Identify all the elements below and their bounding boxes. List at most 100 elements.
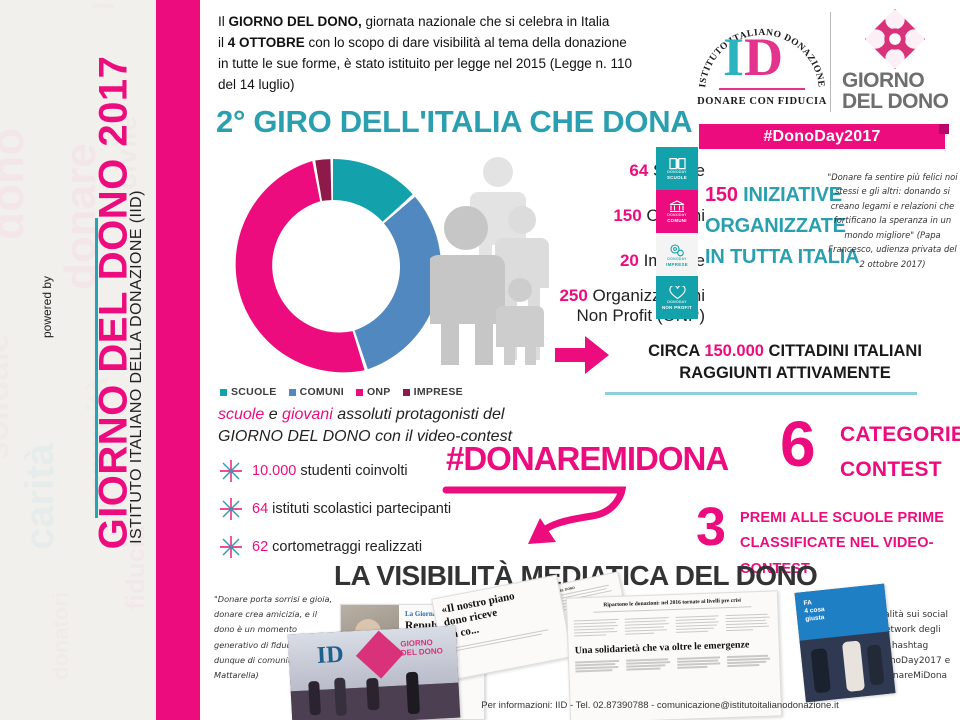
legend-item-comuni: COMUNI xyxy=(288,386,344,398)
hashtag-donaremidona: #DONAREMIDONA xyxy=(446,440,729,477)
contest-six-l1: CATEGORIE xyxy=(840,423,960,446)
intro-paragraph: Il GIORNO DEL DONO, giornata nazionale c… xyxy=(218,12,688,96)
stat-num-imprese: 20 xyxy=(619,250,639,270)
stat-num-onp: 250 xyxy=(559,285,588,305)
quote-mattarella: "Donare porta sorrisi e gioia, donare cr… xyxy=(214,594,333,680)
asterisk-star-icon xyxy=(220,460,242,482)
bullet-item-cortometraggi: 62 cortometraggi realizzati xyxy=(218,528,508,566)
legend-label-imprese: IMPRESE xyxy=(413,386,463,398)
content-area: Il GIORNO DEL DONO, giornata nazionale c… xyxy=(200,0,960,720)
intro-l4: del 14 luglio) xyxy=(218,76,295,92)
circa-underline xyxy=(605,392,917,395)
iid-logo: ISTITUTO ITALIANO DONAZIONE ID DONARE CO… xyxy=(697,8,827,120)
circa-block: CIRCA 150.000 CITTADINI ITALIANI RAGGIUN… xyxy=(620,340,950,385)
bullet-label-cortometraggi: cortometraggi realizzati xyxy=(268,539,423,555)
stat-num-scuole: 64 xyxy=(629,160,649,180)
iid-arc-text-svg: ISTITUTO ITALIANO DONAZIONE xyxy=(698,28,825,88)
asterisk-star-icon xyxy=(220,498,242,520)
monogram-i: I xyxy=(723,27,745,87)
badge-sup-scuole: DONODAY xyxy=(667,170,687,174)
badge-imprese: DONODAY IMPRESE xyxy=(656,233,698,276)
legend-label-scuole: SCUOLE xyxy=(231,386,277,398)
donut-chart xyxy=(218,152,448,382)
viral-social-text: Viralità sui social network degli hashta… xyxy=(869,610,951,682)
contest-three-number: 3 xyxy=(696,497,727,557)
intro-l2c: con lo scopo di dare visibilità al tema … xyxy=(304,34,627,50)
intro-l2b: 4 OTTOBRE xyxy=(227,34,305,50)
badge-label-imprese: IMPRESE xyxy=(666,261,688,267)
bullet-list: 10.000 studenti coinvolti 64 istituti sc… xyxy=(218,452,508,566)
badge-sup-imprese: DONODAY xyxy=(667,256,687,261)
intro-l1a: Il xyxy=(218,14,229,29)
circa-pre: CIRCA xyxy=(648,342,705,360)
asterisk-star-icon xyxy=(220,536,242,558)
legend-item-onp: ONP xyxy=(355,386,391,398)
gears-icon xyxy=(670,243,684,256)
lead-w4: assoluti protagonisti del xyxy=(332,406,505,423)
legend-item-scuole: SCUOLE xyxy=(220,386,277,398)
iid-monogram: ID xyxy=(723,30,783,84)
curved-arrow-icon xyxy=(442,486,627,544)
sidebar-organization: ISTITUTO ITALIANO DELLA DONAZIONE (IID) xyxy=(128,190,145,544)
left-sidebar: comunità ufficiale legge dono donare civ… xyxy=(0,0,200,720)
chart-legend: SCUOLE COMUNI ONP IMPRESE xyxy=(220,386,463,398)
sidebar-divider xyxy=(95,218,98,518)
lead-w3: giovani xyxy=(282,406,333,423)
footer-contact: Per informazioni: IID - Tel. 02.87390788… xyxy=(481,700,839,711)
bullet-num-istituti: 64 xyxy=(252,501,269,517)
section-headline: 2° GIRO DELL'ITALIA CHE DONA xyxy=(216,104,693,139)
donut-chart-svg xyxy=(235,159,441,373)
intro-l3: in tutte le sue forme, è stato istituito… xyxy=(218,55,633,71)
circa-line2: RAGGIUNTI ATTIVAMENTE xyxy=(679,364,891,383)
bank-icon xyxy=(669,200,685,213)
bullet-text-cortometraggi: 62 cortometraggi realizzati xyxy=(252,539,422,555)
iniziative-number: 150 xyxy=(705,184,738,206)
bullet-item-studenti: 10.000 studenti coinvolti xyxy=(218,452,508,490)
bullet-text-studenti: 10.000 studenti coinvolti xyxy=(252,463,408,479)
contest-three-l1: PREMI ALLE SCUOLE PRIME xyxy=(740,510,944,526)
diamond-flower-icon xyxy=(864,8,926,70)
slice-onp xyxy=(235,161,365,373)
contest-three-l2: CLASSIFICATE NEL VIDEO-CONTEST xyxy=(740,535,934,577)
logo-divider xyxy=(830,12,831,112)
legend-label-onp: ONP xyxy=(366,386,391,398)
intro-l1c: giornata nazionale che si celebra in Ita… xyxy=(361,14,610,29)
category-badges: DONODAY SCUOLE DONODAY COMUNI DONODAY IM… xyxy=(656,147,698,319)
iniziative-block: 150 INIZIATIVE ORGANIZZATE IN TUTTA ITAL… xyxy=(705,180,890,273)
photo-tv-interview: FA 4 cosa giusta xyxy=(794,583,896,703)
slice-scuole xyxy=(333,159,413,222)
badge-nonprofit: DONODAY NON PROFIT xyxy=(656,276,698,319)
intro-l2a: il xyxy=(218,34,228,50)
bullet-label-studenti: studenti coinvolti xyxy=(296,463,408,479)
monogram-d: D xyxy=(744,27,784,87)
donoday-ribbon: #DonoDay2017 xyxy=(699,124,945,149)
logo-block: ISTITUTO ITALIANO DONAZIONE ID DONARE CO… xyxy=(697,6,949,156)
lead-line2: GIORNO DEL DONO con il video-contest xyxy=(218,427,513,445)
gdd-logo: GIORNO DEL DONO xyxy=(842,6,950,124)
ribbon-fold xyxy=(939,124,949,134)
bullet-item-istituti: 64 istituti scolastici partecipanti xyxy=(218,490,508,528)
intro-l1b: GIORNO DEL DONO, xyxy=(228,14,362,29)
lead-w2: e xyxy=(264,406,283,423)
arrow-right-icon xyxy=(555,336,609,374)
lead-w1: scuole xyxy=(218,406,265,423)
sidebar-powered-by: powered by xyxy=(40,275,54,339)
legend-item-imprese: IMPRESE xyxy=(402,386,463,398)
iid-tagline: DONARE CON FIDUCIA xyxy=(697,96,827,107)
book-icon xyxy=(668,158,686,170)
circa-number: 150.000 xyxy=(704,342,764,360)
badge-scuole: DONODAY SCUOLE xyxy=(656,147,698,190)
contest-three-label: PREMI ALLE SCUOLE PRIME CLASSIFICATE NEL… xyxy=(740,506,960,582)
bullet-num-cortometraggi: 62 xyxy=(252,539,269,555)
contest-six-number: 6 xyxy=(780,408,816,480)
badge-sup-comuni: DONODAY xyxy=(667,213,687,217)
bullet-label-istituti: istituti scolastici partecipanti xyxy=(268,501,452,517)
slice-comuni xyxy=(354,196,441,370)
sidebar-accent-bar xyxy=(156,0,200,720)
heart-icon xyxy=(668,285,686,299)
bullet-text-istituti: 64 istituti scolastici partecipanti xyxy=(252,501,451,517)
gdd-wordmark: GIORNO DEL DONO xyxy=(842,70,950,113)
badge-label-comuni: COMUNI xyxy=(667,218,687,223)
bullet-num-studenti: 10.000 xyxy=(252,463,297,479)
